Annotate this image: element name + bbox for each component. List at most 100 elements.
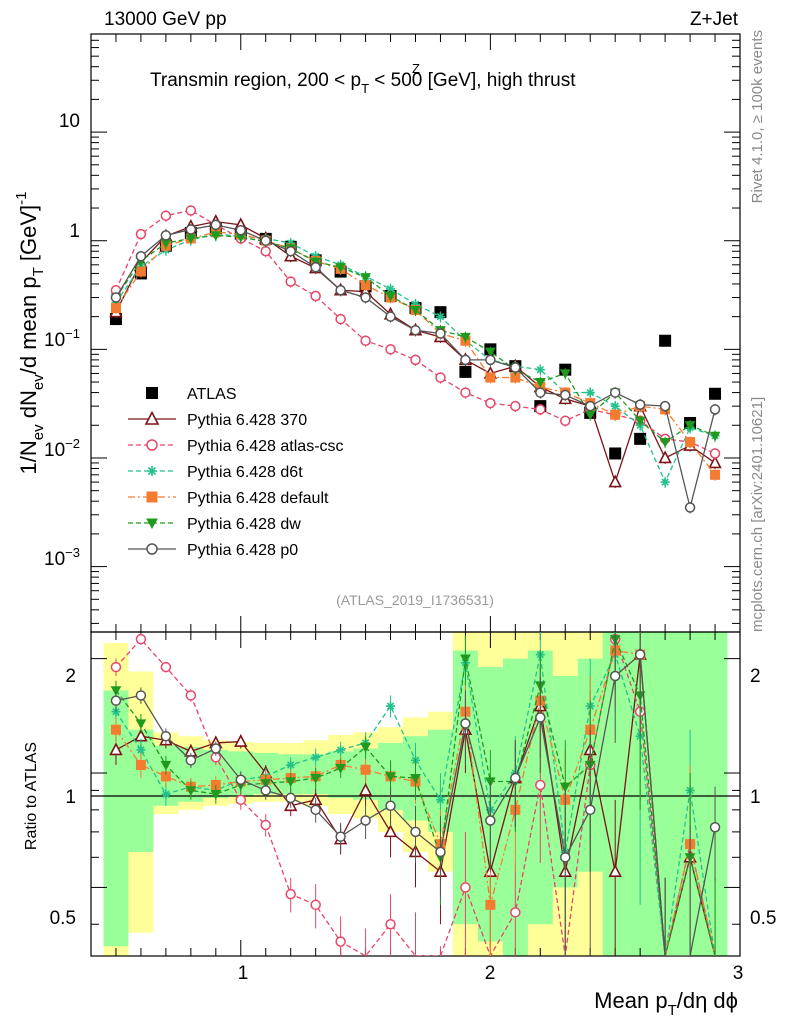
ratio-point: [260, 819, 271, 831]
data-point: [609, 387, 621, 398]
ratio-point: [510, 907, 521, 918]
legend-item-1: Pythia 6.428 370: [128, 410, 307, 429]
plot-title-sub: T: [361, 81, 369, 96]
data-point: [310, 261, 321, 273]
ratio-point: [161, 789, 171, 799]
data-point: [335, 263, 346, 273]
legend: ATLAS Pythia 6.428 370 Pythia 6.428 atlas-…: [128, 386, 344, 559]
ratio-series-6: [110, 632, 721, 956]
y-tick-label-1e-1: 10−1: [44, 326, 80, 351]
data-point: [260, 246, 271, 257]
legend-marker: [146, 491, 158, 503]
ratio-point: [385, 800, 396, 812]
data-point: [360, 292, 371, 303]
data-point: [210, 219, 222, 231]
analysis-tag: (ATLAS_2019_I1736531): [336, 592, 494, 608]
data-point: [485, 354, 496, 366]
ratio-point: [360, 743, 371, 753]
data-point: [609, 447, 622, 460]
y-tick-label-1e-2: 10−2: [44, 436, 80, 461]
ratio-point: [485, 815, 496, 826]
ratio-point: [460, 654, 471, 665]
data-point: [684, 421, 696, 431]
ratio-point: [185, 786, 197, 796]
top-right-label: Z+Jet: [690, 9, 739, 30]
ratio-point: [560, 852, 571, 863]
ratio-point: [185, 755, 197, 766]
data-point: [135, 250, 147, 262]
data-point: [585, 388, 595, 398]
legend-marker: [146, 439, 158, 451]
ratio-point: [310, 773, 322, 784]
side-label-rivet: Rivet 4.1.0, ≥ 100k events: [749, 30, 766, 203]
ratio-point: [110, 661, 122, 673]
plot-title-prefix: Transmin region, 200 < p: [150, 70, 361, 91]
data-point: [710, 469, 721, 480]
legend-marker: [146, 543, 158, 555]
legend-label: Pythia 6.428 atlas-csc: [187, 438, 344, 455]
data-point: [385, 291, 396, 302]
data-point: [610, 401, 620, 411]
data-point: [110, 303, 121, 314]
data-point: [559, 369, 571, 379]
ratio-point: [435, 795, 445, 805]
ratio-point: [460, 882, 471, 893]
legend-label: Pythia 6.428 d6t: [187, 464, 303, 481]
data-point: [385, 311, 396, 322]
ratio-point: [135, 759, 146, 770]
data-point: [535, 365, 545, 375]
ratio-point: [210, 790, 222, 800]
ratio-point: [609, 670, 621, 682]
data-point: [459, 365, 472, 378]
ratio-point: [385, 772, 396, 782]
main-series-6: [110, 219, 721, 514]
data-point: [709, 404, 721, 415]
y-tick-label-1e-3: 10−3: [44, 545, 80, 570]
ratio-tick-label-2-left: 2: [65, 666, 76, 687]
x-tick-label-1: 1: [238, 963, 249, 984]
data-point: [610, 409, 621, 420]
data-point: [110, 292, 122, 303]
y-axis-label-ratio: Ratio to ATLAS: [23, 742, 40, 850]
ratio-point: [311, 752, 321, 762]
ratio-point: [510, 772, 521, 784]
legend-label: Pythia 6.428 dw: [187, 516, 301, 533]
data-point: [535, 404, 546, 415]
data-point: [535, 387, 546, 398]
data-point: [235, 224, 247, 236]
ratio-series-layer: [109, 632, 721, 956]
ratio-point: [310, 899, 321, 911]
data-point: [709, 387, 722, 400]
ratio-point: [135, 633, 147, 645]
x-tick-label-2: 2: [485, 963, 496, 984]
data-point: [510, 400, 521, 412]
ratio-point: [285, 888, 296, 900]
main-series-layer: [109, 205, 722, 514]
data-point: [285, 246, 296, 257]
legend-marker: [144, 410, 160, 425]
ratio-point: [435, 846, 446, 858]
data-point: [658, 450, 672, 464]
ratio-point: [210, 743, 222, 754]
ratio-point: [160, 760, 172, 771]
ratio-point: [410, 826, 421, 838]
data-point: [460, 354, 471, 366]
data-point: [634, 432, 647, 445]
ratio-point: [160, 661, 172, 673]
data-point: [560, 415, 571, 427]
plot-title-sup: Z: [412, 61, 420, 76]
ratio-tick-label-1-right: 1: [750, 787, 761, 808]
ratio-point: [335, 831, 346, 842]
ratio-point: [485, 899, 496, 910]
data-point: [185, 205, 197, 216]
x-tick-label-3: 3: [733, 963, 744, 984]
ratio-point: [385, 918, 396, 930]
data-point: [411, 299, 420, 309]
legend-item-2: Pythia 6.428 atlas-csc: [128, 438, 344, 455]
ratio-point: [709, 821, 721, 833]
ratio-point: [358, 782, 373, 796]
data-point: [435, 328, 446, 339]
ratio-point: [110, 724, 121, 735]
data-point: [135, 266, 146, 277]
